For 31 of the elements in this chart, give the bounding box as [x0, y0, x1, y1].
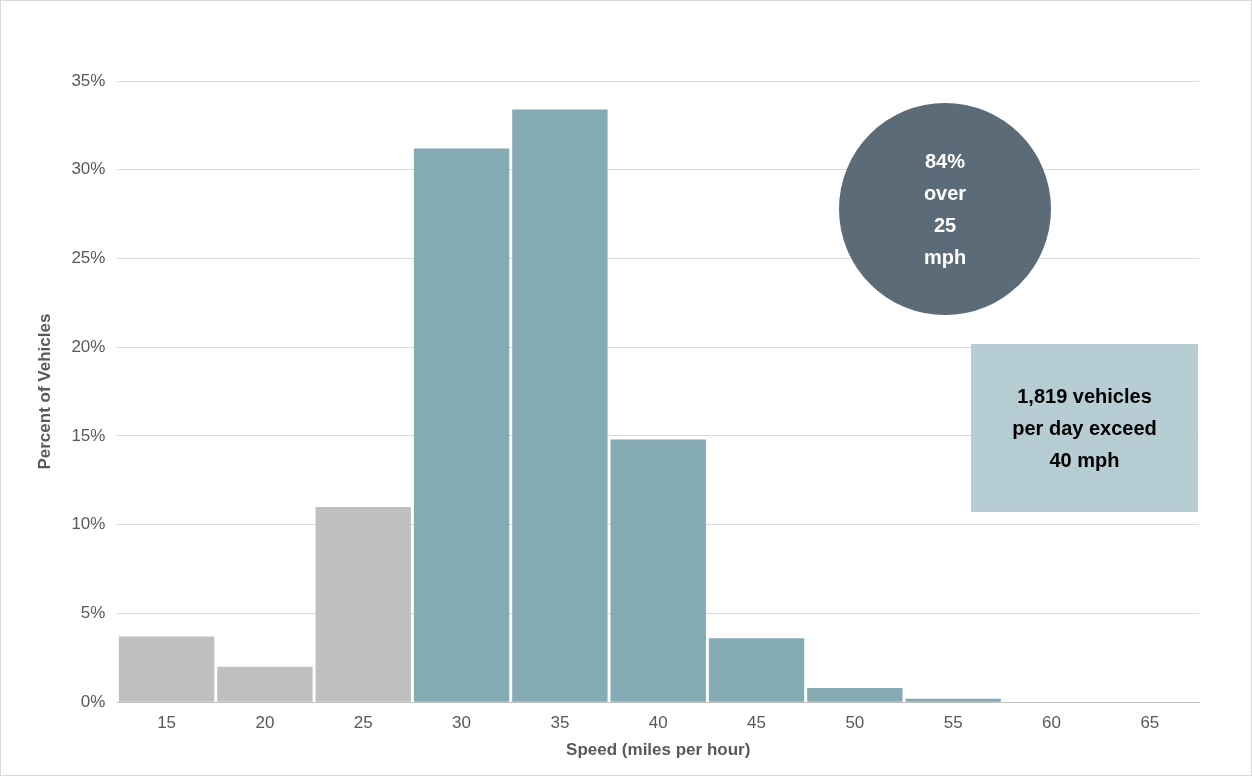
x-tick-label: 60	[1042, 713, 1061, 733]
y-tick-label: 0%	[80, 691, 106, 711]
bar	[610, 439, 706, 702]
bar	[807, 688, 903, 702]
y-tick-label: 25%	[71, 248, 106, 268]
y-tick-label: 35%	[71, 70, 106, 90]
y-tick-label: 30%	[71, 159, 106, 179]
annotation: 84% over 25 mph	[922, 149, 968, 270]
x-tick-label: 50	[845, 713, 865, 733]
x-tick-label: 40	[648, 713, 668, 733]
y-axis-title: Percent of Vehicles	[34, 313, 54, 470]
y-tick-label: 20%	[71, 336, 106, 356]
x-tick-label: 30	[452, 713, 472, 733]
x-tick-label: 15	[157, 713, 177, 733]
y-tick-label: 10%	[71, 514, 106, 534]
bar	[708, 638, 805, 702]
x-tick-label: 45	[747, 713, 766, 733]
bar	[905, 698, 1001, 702]
x-tick-label: 25	[353, 713, 373, 733]
x-tick-label: 55	[943, 713, 963, 733]
bar	[512, 109, 608, 702]
y-tick-label: 15%	[71, 425, 106, 445]
x-axis-title: Speed (miles per hour)	[566, 740, 751, 760]
annotation: 1,819 vehicles per day exceed 40 mph	[1011, 384, 1158, 473]
x-tick-label: 35	[550, 713, 570, 733]
circle-callout: 84% over 25 mph	[839, 103, 1051, 315]
box-callout: 1,819 vehicles per day exceed 40 mph	[971, 344, 1198, 512]
bar	[413, 148, 510, 702]
x-tick-label: 20	[255, 713, 275, 733]
y-tick-label: 5%	[80, 603, 106, 623]
x-tick-label: 65	[1140, 713, 1160, 733]
